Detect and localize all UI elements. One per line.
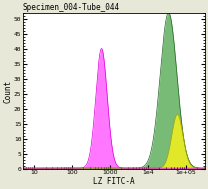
Text: Specimen_004-Tube_044: Specimen_004-Tube_044 — [23, 3, 120, 12]
X-axis label: LZ FITC-A: LZ FITC-A — [93, 177, 134, 186]
Y-axis label: Count: Count — [4, 79, 12, 103]
